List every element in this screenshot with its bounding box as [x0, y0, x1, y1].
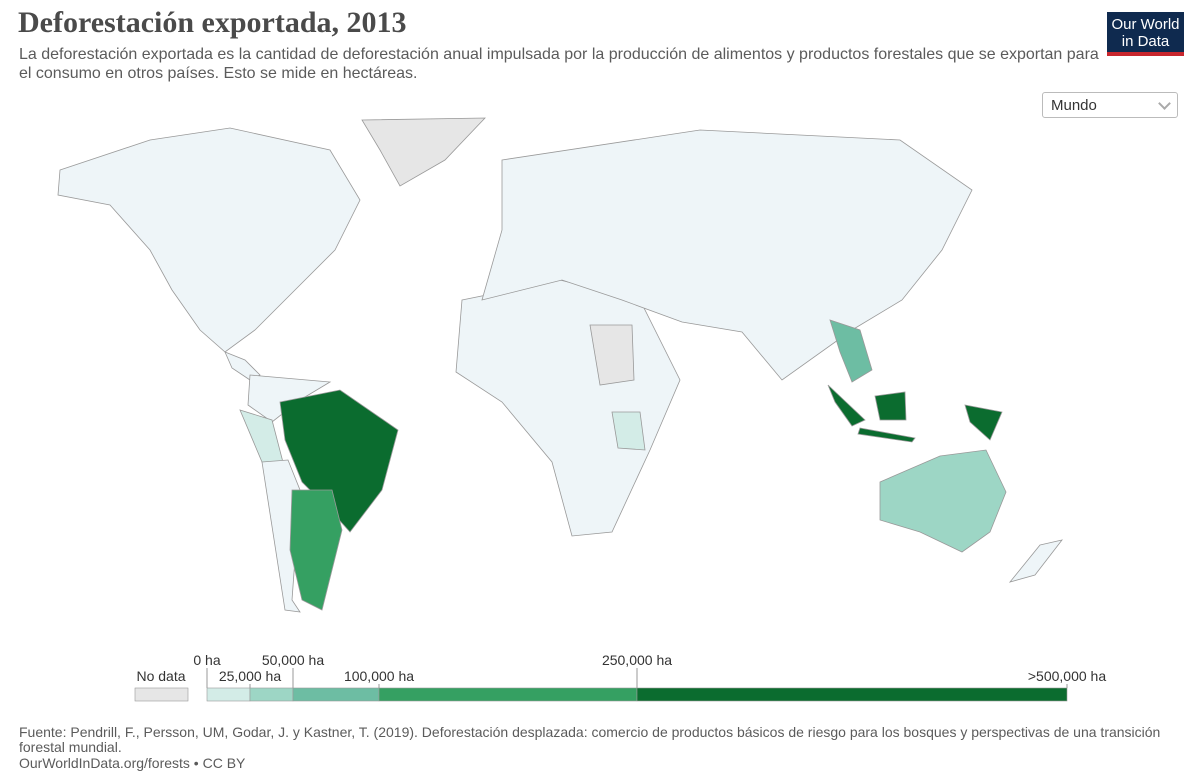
no-data-swatch: [134, 687, 189, 702]
countries: [57, 117, 1063, 613]
argentina[interactable]: [289, 489, 343, 611]
greenland[interactable]: [361, 117, 486, 187]
legend-label: 0 ha: [193, 652, 220, 668]
papua[interactable]: [964, 404, 1003, 441]
legend-label: 50,000 ha: [262, 652, 324, 668]
brazil[interactable]: [279, 389, 399, 533]
legend-bin: [378, 687, 638, 702]
bolivia-chile[interactable]: [261, 459, 301, 613]
tanzania[interactable]: [611, 411, 646, 451]
logo[interactable]: Our World in Data: [1107, 12, 1184, 56]
new-zealand[interactable]: [1008, 539, 1063, 583]
subtitle: La deforestación exportada es la cantida…: [19, 46, 1099, 82]
legend-bin: [292, 687, 380, 702]
legend-label: >500,000 ha: [1028, 668, 1106, 684]
url[interactable]: OurWorldInData.org/forests • CC BY: [19, 755, 246, 771]
legend-label: 250,000 ha: [602, 652, 672, 668]
sumatra[interactable]: [827, 384, 866, 427]
africa[interactable]: [455, 279, 681, 537]
region-selector[interactable]: Mundo: [1042, 92, 1178, 118]
legend-label: 100,000 ha: [344, 668, 414, 684]
indochina[interactable]: [829, 319, 873, 383]
legend-bin: [636, 687, 1068, 702]
title: Deforestación exportada, 2013: [18, 6, 407, 39]
north-america[interactable]: [57, 127, 361, 353]
no-data-label: No data: [136, 668, 185, 684]
sudan[interactable]: [589, 324, 635, 386]
legend-label: 25,000 ha: [219, 668, 281, 684]
eurasia[interactable]: [481, 129, 973, 381]
source: Fuente: Pendrill, F., Persson, UM, Godar…: [19, 724, 1161, 755]
legend-bin: [249, 687, 294, 702]
java[interactable]: [857, 427, 916, 443]
australia[interactable]: [879, 449, 1007, 553]
borneo[interactable]: [874, 391, 907, 421]
legend-bin: [206, 687, 251, 702]
